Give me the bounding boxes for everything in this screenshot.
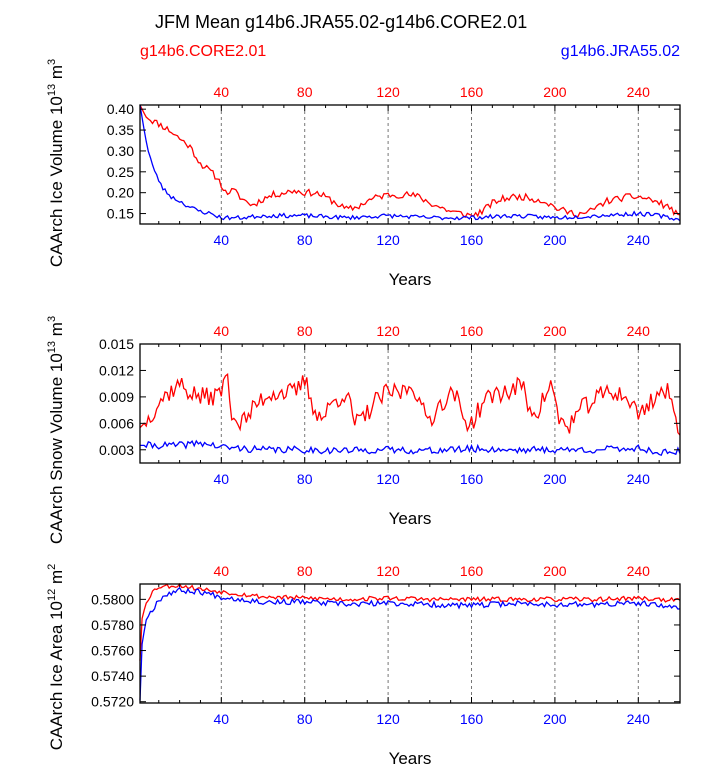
x-tick-label-top: 240	[627, 563, 651, 579]
x-tick-label-bottom: 120	[376, 471, 400, 487]
y-tick-label: 0.15	[107, 206, 134, 222]
plot-frame	[139, 343, 681, 464]
x-tick-label-bottom: 40	[214, 471, 230, 487]
x-tick-label-top: 200	[543, 84, 567, 100]
y-tick-label: 0.30	[107, 143, 134, 159]
y-tick-label: 0.015	[99, 336, 134, 352]
panel-ice-volume: 40 40 80 80 120 120 160 160 200 200 240 240 0.15 0.20…	[46, 59, 681, 289]
x-tick-label-bottom: 240	[627, 471, 651, 487]
x-tick-label-bottom: 200	[543, 471, 567, 487]
x-tick-label-top: 120	[376, 84, 400, 100]
x-tick-label-bottom: 160	[460, 471, 484, 487]
x-tick-label-bottom: 160	[460, 232, 484, 248]
x-tick-label-top: 80	[297, 323, 313, 339]
y-tick-label: 0.003	[99, 442, 134, 458]
x-axis-label: Years	[389, 270, 432, 289]
panel-snow-volume: 40 40 80 80 120 120 160 160 200 200 240 240 0.003 0.0…	[46, 316, 681, 544]
y-axis-label: CAArch Ice Area 1012 m2	[46, 564, 66, 751]
x-tick-label-top: 200	[543, 323, 567, 339]
x-tick-label-top: 40	[214, 84, 230, 100]
y-tick-label: 0.5780	[91, 617, 134, 633]
x-tick-label-top: 240	[627, 323, 651, 339]
x-tick-label-bottom: 160	[460, 711, 484, 727]
y-tick-label: 0.006	[99, 415, 134, 431]
y-tick-label: 0.35	[107, 122, 134, 138]
x-tick-label-bottom: 240	[627, 232, 651, 248]
chart-title: JFM Mean g14b6.JRA55.02-g14b6.CORE2.01	[155, 12, 527, 32]
panel-ice-area: 40 40 80 80 120 120 160 160 200 200 240 240 0.5720 0.…	[46, 563, 681, 765]
x-axis-label: Years	[389, 749, 432, 765]
legend-jra: g14b6.JRA55.02	[561, 43, 680, 60]
x-tick-label-bottom: 120	[376, 711, 400, 727]
x-tick-label-top: 40	[214, 323, 230, 339]
x-tick-label-top: 120	[376, 323, 400, 339]
y-tick-label: 0.012	[99, 362, 134, 378]
y-tick-label: 0.5800	[91, 591, 134, 607]
x-tick-label-top: 200	[543, 563, 567, 579]
series-line	[139, 104, 681, 219]
y-tick-label: 0.009	[99, 389, 134, 405]
x-tick-label-top: 160	[460, 84, 484, 100]
x-tick-label-bottom: 80	[297, 232, 313, 248]
x-tick-label-bottom: 200	[543, 232, 567, 248]
x-tick-label-bottom: 40	[214, 232, 230, 248]
y-axis-label: CAArch Ice Volume 1013 m3	[46, 59, 66, 267]
x-tick-label-top: 40	[214, 563, 230, 579]
x-axis-label: Years	[389, 509, 432, 528]
y-tick-label: 0.5740	[91, 668, 134, 684]
plot-frame	[139, 104, 681, 225]
series-line	[139, 104, 681, 222]
x-tick-label-bottom: 80	[297, 471, 313, 487]
series-line	[139, 582, 681, 661]
series-line	[139, 372, 681, 436]
y-axis-label: CAArch Snow Volume 1013 m3	[46, 316, 66, 544]
x-tick-label-top: 120	[376, 563, 400, 579]
y-tick-label: 0.40	[107, 101, 134, 117]
series-line	[139, 586, 681, 701]
legend-core: g14b6.CORE2.01	[140, 43, 266, 60]
y-tick-label: 0.5760	[91, 643, 134, 659]
y-tick-label: 0.25	[107, 164, 134, 180]
x-tick-label-bottom: 200	[543, 711, 567, 727]
x-tick-label-bottom: 80	[297, 711, 313, 727]
panels: 40 40 80 80 120 120 160 160 200 200 240 240 0.15 0.20…	[46, 59, 681, 765]
x-tick-label-top: 160	[460, 563, 484, 579]
x-tick-label-bottom: 40	[214, 711, 230, 727]
x-tick-label-bottom: 240	[627, 711, 651, 727]
series-line	[140, 439, 681, 457]
x-tick-label-top: 80	[297, 84, 313, 100]
y-tick-label: 0.5720	[91, 694, 134, 710]
x-tick-label-top: 80	[297, 563, 313, 579]
x-tick-label-top: 240	[627, 84, 651, 100]
x-tick-label-bottom: 120	[376, 232, 400, 248]
x-tick-label-top: 160	[460, 323, 484, 339]
plot-frame	[139, 583, 681, 704]
y-tick-label: 0.20	[107, 185, 134, 201]
